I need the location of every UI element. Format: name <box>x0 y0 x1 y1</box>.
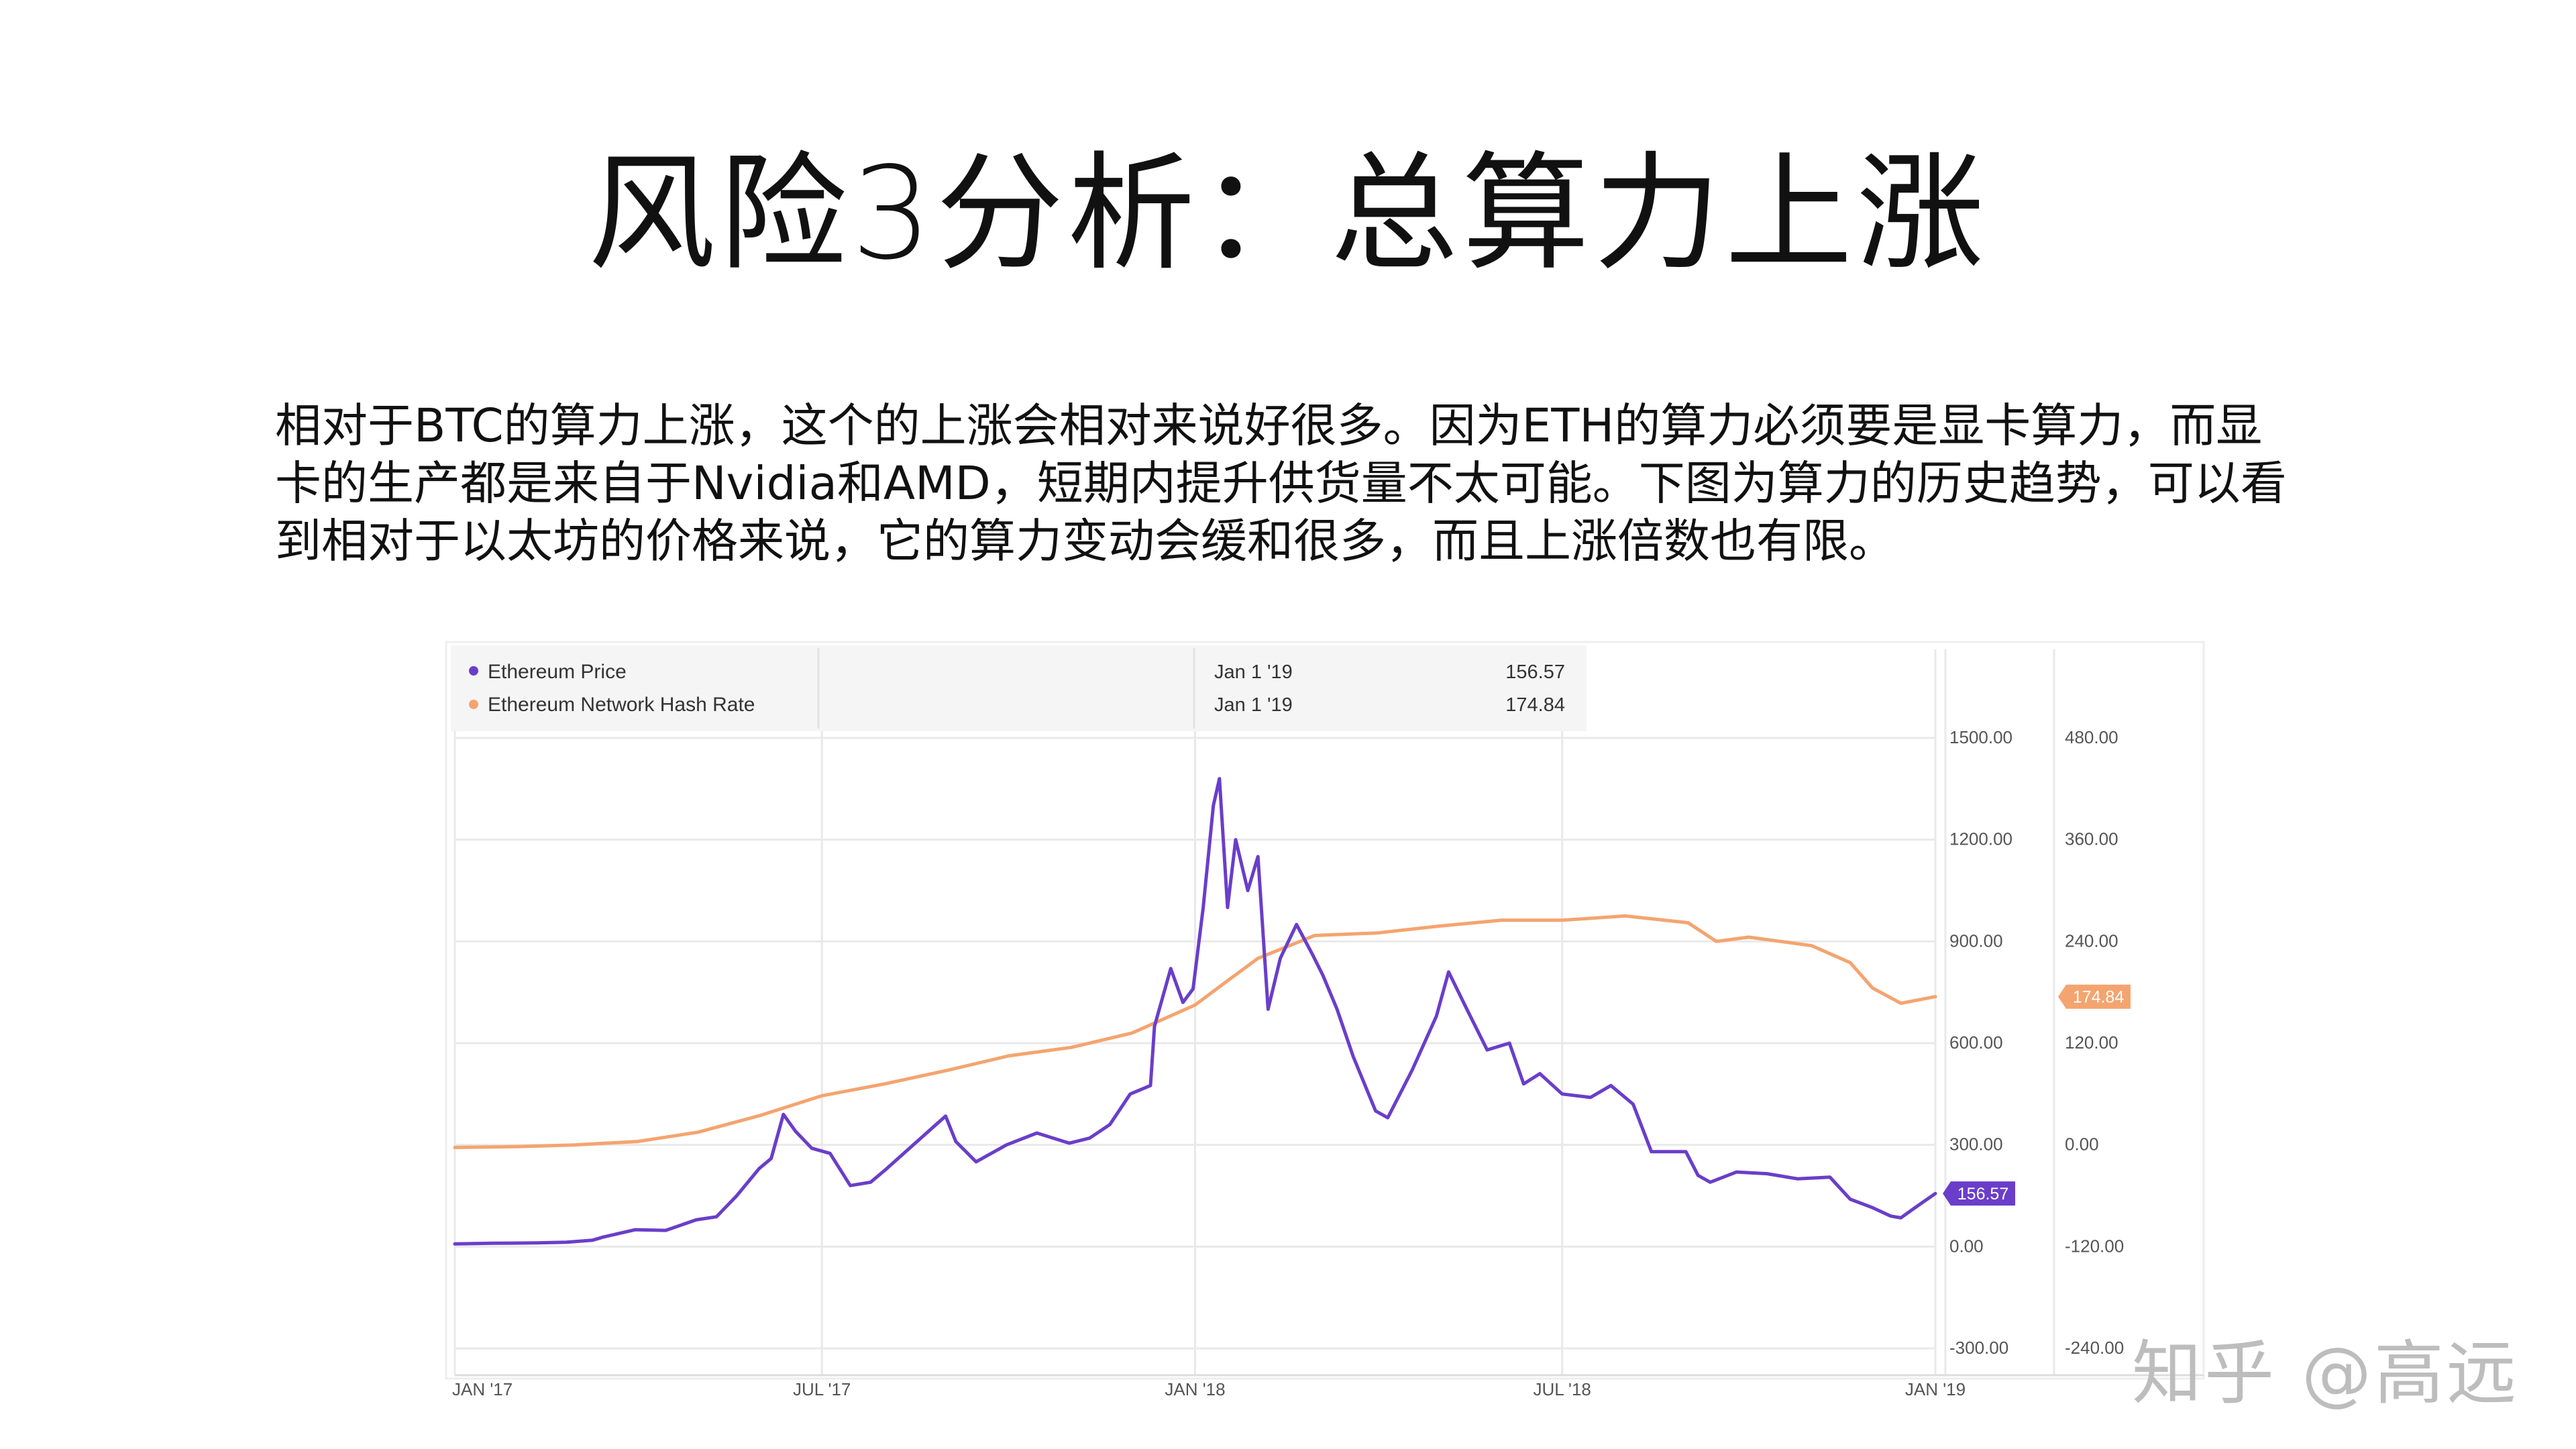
y-right-tick-label: 360.00 <box>2065 829 2118 849</box>
tooltip-value: 156.57 <box>1505 661 1565 683</box>
chart-frame <box>445 641 2205 1380</box>
legend-label: Ethereum Price <box>488 661 627 683</box>
end-value-badge <box>2058 984 2131 1009</box>
y-axis-left: 1500.00 1200.00 900.00 600.00 300.00 0.00 -300… <box>1949 727 2012 1358</box>
y-left-tick-label: 1500.00 <box>1949 727 2012 747</box>
legend-dot-price <box>469 666 478 676</box>
series-line-hash-rate <box>453 914 1937 1149</box>
series <box>453 777 1937 1246</box>
y-right-tick-label: 480.00 <box>2065 727 2118 747</box>
tooltip-date: Jan 1 '19 <box>1214 661 1293 683</box>
grid <box>453 649 2204 1377</box>
y-right-tick-label: -120.00 <box>2065 1236 2124 1256</box>
y-left-tick-label: 900.00 <box>1949 930 2003 951</box>
x-tick-label: JAN '19 <box>1905 1379 1966 1399</box>
y-left-tick-label: 300.00 <box>1949 1134 2003 1155</box>
y-left-tick-label: 600.00 <box>1949 1032 2003 1053</box>
x-tick-label: JAN '17 <box>452 1379 513 1399</box>
legend-tooltip-background <box>451 645 1587 731</box>
y-right-tick-label: 120.00 <box>2065 1032 2118 1053</box>
y-right-tick-label: -240.00 <box>2065 1338 2124 1358</box>
tooltip-value: 174.84 <box>1505 694 1565 716</box>
tooltip-date: Jan 1 '19 <box>1214 694 1293 716</box>
watermark: 知乎 @高远 <box>2132 1332 2520 1414</box>
y-left-tick-label: 0.00 <box>1949 1236 1984 1256</box>
slide-title: 风险3分析：总算力上涨 <box>588 140 1988 288</box>
end-value-badge <box>1943 1181 2015 1206</box>
end-value-labels: 174.84 156.57 <box>1943 984 2131 1206</box>
body-line: 到相对于以太坊的价格来说，它的算力变动会缓和很多，而且上涨倍数也有限。 <box>275 515 1895 568</box>
y-axis-right: 480.00 360.00 240.00 120.00 0.00 -120.00 -240.… <box>2065 727 2124 1358</box>
slide-body-text: 相对于BTC的算力上涨，这个的上涨会相对来说好很多。因为ETH的算力必须要是显卡… <box>275 397 2388 570</box>
legend-tooltip: Ethereum Price Jan 1 '19 156.57 Ethereum… <box>451 645 1587 731</box>
body-line: 卡的生产都是来自于Nvidia和AMD，短期内提升供货量不太可能。下图为算力的历… <box>275 457 2287 511</box>
legend-dot-hashrate <box>469 700 478 709</box>
x-tick-label: JAN '18 <box>1165 1379 1225 1399</box>
legend-label: Ethereum Network Hash Rate <box>488 694 755 716</box>
y-right-tick-label: 240.00 <box>2065 930 2118 951</box>
end-value-label: 174.84 <box>2073 988 2125 1007</box>
y-left-tick-label: -300.00 <box>1949 1338 2008 1358</box>
series-line-ethereum-price <box>453 777 1937 1246</box>
y-left-tick-label: 1200.00 <box>1949 829 2012 849</box>
y-right-tick-label: 0.00 <box>2065 1134 2099 1155</box>
x-axis: JAN '17 JUL '17 JAN '18 JUL '18 JAN '19 <box>452 1379 1966 1399</box>
body-line: 相对于BTC的算力上涨，这个的上涨会相对来说好很多。因为ETH的算力必须要是显卡… <box>275 399 2263 453</box>
end-value-label: 156.57 <box>1957 1185 2008 1203</box>
x-tick-label: JUL '18 <box>1534 1379 1591 1399</box>
x-tick-label: JUL '17 <box>793 1379 851 1399</box>
